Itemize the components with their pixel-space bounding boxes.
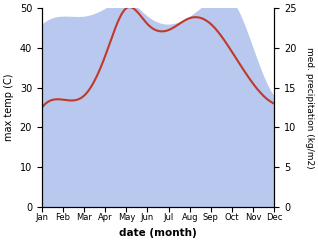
X-axis label: date (month): date (month) bbox=[119, 228, 197, 238]
Y-axis label: max temp (C): max temp (C) bbox=[4, 74, 14, 141]
Y-axis label: med. precipitation (kg/m2): med. precipitation (kg/m2) bbox=[305, 47, 314, 168]
